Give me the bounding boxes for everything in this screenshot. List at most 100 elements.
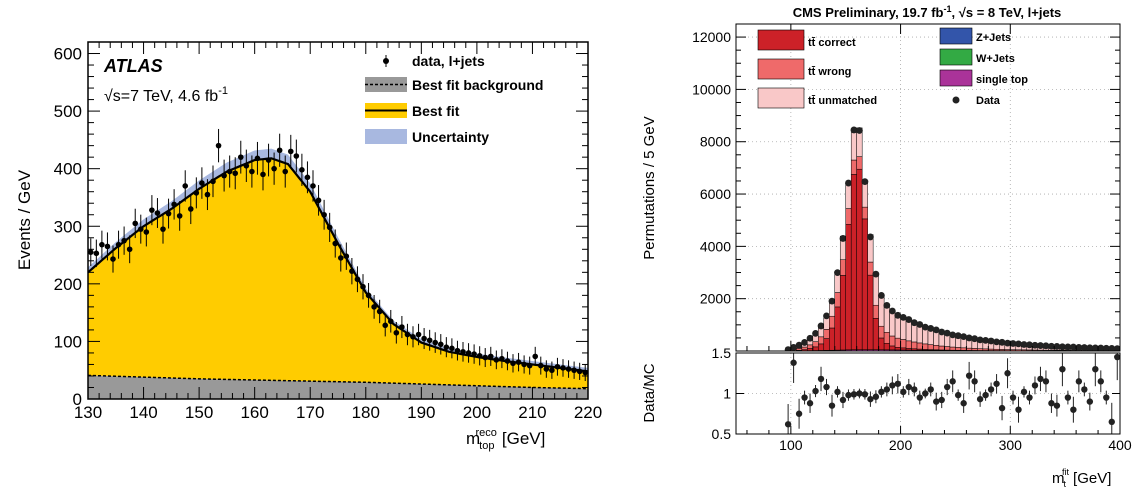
data-point — [299, 167, 305, 173]
data-point — [571, 367, 577, 374]
data-point — [115, 241, 122, 248]
data-point — [271, 165, 277, 172]
bar-ttbar-wrong — [867, 261, 874, 276]
data-point — [337, 255, 344, 261]
data-point — [565, 366, 572, 372]
data-point — [393, 329, 400, 336]
bar-ttbar-correct — [856, 168, 863, 350]
legend-swatch-singletop — [939, 69, 973, 87]
bar-ttbar-wrong — [878, 325, 885, 339]
bar-ttbar-correct — [850, 174, 857, 350]
data-point — [182, 183, 189, 189]
ratio-point — [1026, 394, 1033, 401]
data-point — [1048, 342, 1055, 350]
ratio-point — [998, 404, 1006, 412]
data-point — [415, 331, 422, 338]
ratio-point — [1097, 378, 1105, 385]
data-point — [282, 168, 289, 175]
ratio-point — [911, 386, 918, 393]
ratio-point — [861, 391, 869, 398]
ratio-point — [894, 380, 902, 387]
bar-ttbar-wrong — [834, 292, 841, 308]
ratio-point — [1059, 366, 1066, 373]
ratio-point — [823, 383, 830, 391]
data-point — [976, 336, 984, 344]
data-point — [949, 331, 957, 339]
x-tick-label: 190 — [407, 403, 435, 422]
background-curve — [88, 374, 588, 390]
data-point — [537, 362, 544, 369]
ratio-point — [1114, 353, 1120, 361]
ratio-y-tick-label: 1 — [723, 386, 731, 402]
ratio-point — [834, 388, 841, 396]
bar-ttbar-wrong — [949, 346, 956, 351]
ratio-point — [971, 378, 978, 385]
bar-ttbar-wrong — [801, 346, 808, 350]
legend-label-background: Best fit background — [412, 77, 543, 93]
ratio-point — [987, 386, 995, 393]
legend-swatch-wjets — [939, 48, 973, 66]
cms-ratio-axes: 100 200 300 400 0.5 1 1.5 — [712, 345, 1132, 453]
legend-label-singletop: single top — [976, 74, 1028, 86]
cms-ratio-area — [784, 353, 1120, 434]
data-point — [126, 246, 133, 253]
y-tick-label: 8000 — [700, 134, 731, 150]
bar-ttbar-wrong — [856, 156, 863, 170]
data-point — [899, 313, 907, 321]
data-point — [812, 329, 819, 337]
ratio-point — [889, 382, 896, 389]
x-tick-label: 400 — [1108, 437, 1132, 453]
bar-ttbar-wrong — [977, 348, 984, 351]
bar-ttbar-wrong — [889, 335, 896, 347]
ratio-point — [922, 390, 929, 397]
data-point — [921, 323, 929, 331]
ratio-point — [954, 391, 962, 399]
atlas-legend: data, l+jets Best fit background Best fi… — [365, 53, 543, 145]
ratio-point — [850, 391, 858, 398]
ratio-point — [1009, 394, 1017, 401]
bar-ttbar-wrong — [829, 315, 835, 329]
bar-ttbar-unmatched — [905, 319, 912, 342]
legend-label-uncertainty: Uncertainty — [412, 129, 489, 145]
data-point — [293, 153, 300, 159]
data-point — [137, 226, 144, 232]
data-point — [965, 334, 973, 342]
data-point — [861, 178, 869, 185]
data-point — [204, 191, 211, 198]
data-point — [549, 367, 555, 374]
bar-ttbar-correct — [839, 275, 846, 351]
data-point — [515, 359, 522, 365]
data-point — [410, 334, 416, 340]
legend-label-data: data, l+jets — [412, 53, 485, 69]
data-point — [449, 345, 455, 352]
atlas-y-axis-label: Events / GeV — [15, 169, 34, 270]
data-point — [823, 312, 830, 320]
data-point — [582, 369, 588, 376]
data-point — [404, 331, 411, 338]
background-area — [88, 375, 588, 399]
best-fit-area — [88, 158, 588, 399]
data-point — [426, 337, 433, 344]
data-point — [343, 253, 350, 259]
legend-label-unmatched: tt̄ unmatched — [808, 95, 877, 107]
data-point — [1042, 342, 1050, 350]
ratio-point — [1103, 394, 1110, 401]
data-point — [332, 240, 339, 247]
data-point — [1091, 344, 1099, 351]
data-point — [554, 363, 561, 370]
y-tick-label: 4000 — [700, 238, 731, 254]
bar-ttbar-correct — [823, 338, 830, 351]
cms-legend: tt̄ correct tt̄ wrong tt̄ unmatched Z+Je… — [757, 27, 1028, 109]
data-point — [839, 235, 847, 242]
data-point — [828, 297, 836, 305]
data-point — [326, 224, 333, 231]
data-point — [982, 336, 989, 344]
y-tick-label: 12000 — [692, 29, 731, 45]
data-point — [1075, 344, 1083, 351]
ratio-point — [784, 421, 792, 428]
legend-label-zjets: Z+Jets — [976, 32, 1011, 44]
data-point — [360, 283, 366, 290]
data-point — [171, 201, 177, 208]
data-point — [487, 353, 494, 360]
data-point — [960, 333, 968, 341]
